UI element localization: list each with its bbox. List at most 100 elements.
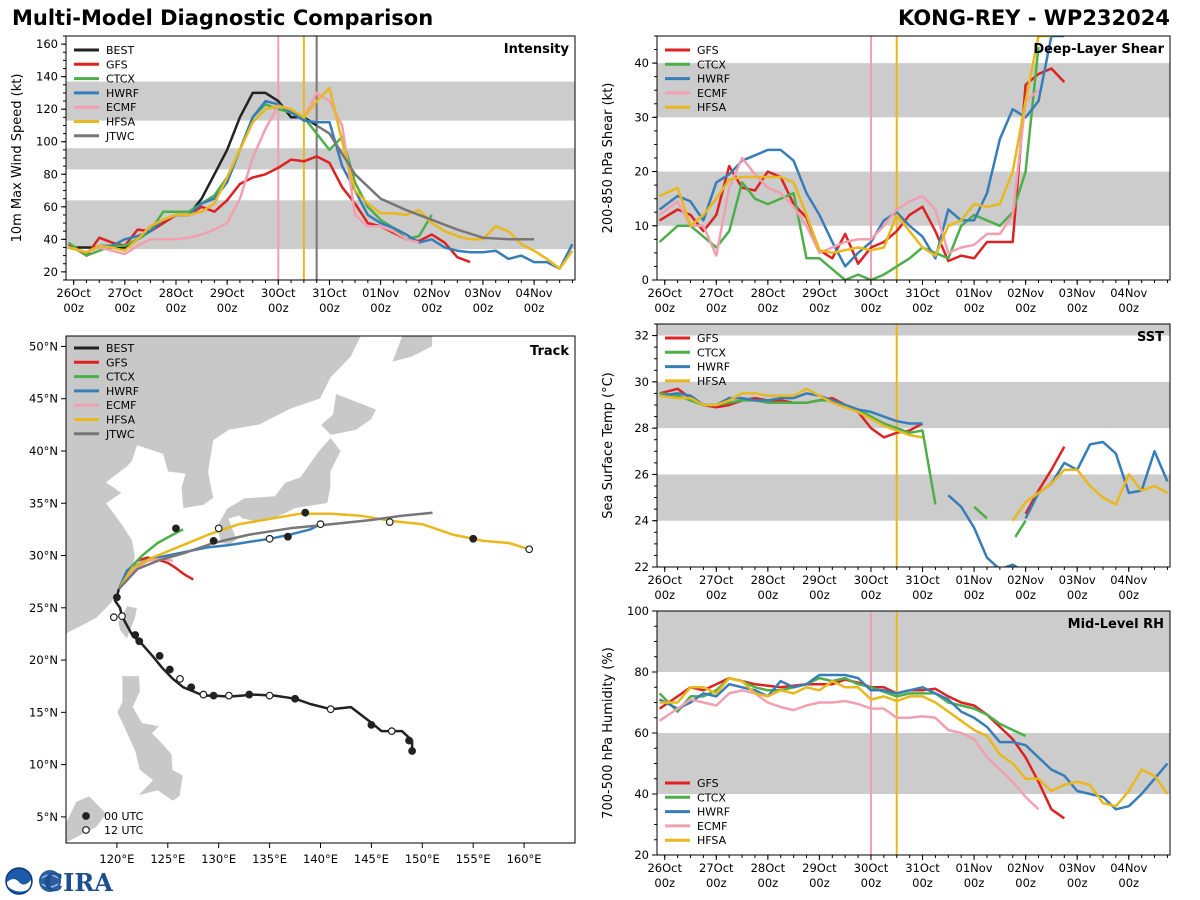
x-tick-hour: 00z (421, 301, 442, 315)
legend-label-ctcx: CTCX (106, 73, 135, 86)
x-tick-label: 03Nov (1059, 861, 1096, 875)
x-tick-hour: 00z (524, 301, 545, 315)
y-axis-label: 700-500 hPa Humidity (%) (601, 647, 616, 819)
series-hwrf (68, 99, 574, 270)
legend-label-ecmf: ECMF (106, 101, 136, 114)
legend-label-gfs: GFS (106, 356, 128, 369)
marker-00utc (165, 665, 174, 674)
x-tick-hour: 00z (1067, 876, 1088, 890)
legend-label-best: BEST (106, 44, 134, 57)
marker-00utc (408, 747, 417, 755)
logo-text: CIRA (44, 868, 113, 896)
x-tick-hour: 00z (809, 588, 830, 602)
x-tick-label: 29Oct (802, 286, 837, 300)
legend-label-ctcx: CTCX (697, 346, 726, 359)
legend-label-jtwc: JTWC (105, 428, 135, 441)
y-tick-label: 10°N (29, 758, 58, 772)
legend-label-hwrf: HWRF (697, 806, 730, 819)
panel-intensity: 2040608010012014016026Oct00z27Oct00z28Oc… (10, 35, 576, 315)
legend-label-hwrf: HWRF (697, 361, 730, 374)
y-tick-label: 0 (642, 273, 649, 287)
x-tick-hour: 00z (861, 876, 882, 890)
marker-12utc (265, 534, 274, 543)
marker-12utc (214, 524, 223, 533)
y-tick-label: 20°N (29, 653, 58, 667)
x-tick-label: 30Oct (261, 286, 296, 300)
shaded-band (657, 733, 1170, 794)
noaa-wave-icon (7, 879, 31, 892)
marker-12utc (109, 613, 118, 622)
marker-00utc (209, 536, 218, 545)
y-tick-label: 30°N (29, 549, 58, 563)
series-ctcx (1014, 520, 1027, 538)
plot-area (657, 324, 1170, 567)
x-tick-label: 31Oct (312, 286, 347, 300)
marker-00utc (112, 593, 121, 602)
x-tick-label: 27Oct (108, 286, 143, 300)
y-axis-label: Sea Surface Temp (°C) (601, 372, 616, 519)
panel-title: Track (530, 344, 569, 359)
y-tick-label: 60 (634, 726, 649, 740)
series-ctcx (973, 505, 988, 520)
x-tick-hour: 00z (217, 301, 238, 315)
legend-label-gfs: GFS (697, 777, 719, 790)
y-tick-label: 22 (634, 560, 649, 574)
x-tick-hour: 00z (1015, 301, 1036, 315)
x-tick-label: 30Oct (854, 573, 889, 587)
y-tick-label: 40°N (29, 444, 58, 458)
map-area (66, 336, 534, 843)
x-tick-hour: 00z (809, 301, 830, 315)
x-tick-label: 29Oct (210, 286, 245, 300)
x-tick-hour: 00z (114, 301, 135, 315)
x-tick-hour: 00z (654, 301, 675, 315)
shaded-band (657, 324, 1170, 336)
shaded-band (66, 200, 575, 250)
series-hfsa (68, 86, 574, 270)
legend-label-hfsa: HFSA (697, 834, 727, 847)
shaded-band (657, 381, 1170, 429)
plot-area (657, 611, 1170, 855)
x-tick-hour: 00z (1015, 588, 1036, 602)
x-tick-label: 29Oct (802, 573, 837, 587)
x-tick-hour: 00z (1118, 876, 1139, 890)
marker-00utc (172, 524, 180, 533)
y-tick-label: 10 (634, 219, 649, 233)
storm-title: KONG-REY - WP232024 (898, 6, 1170, 30)
cira-logo: CIRA (5, 867, 113, 896)
y-tick-label: 140 (36, 70, 58, 84)
x-tick-label: 04Nov (1110, 573, 1147, 587)
marker-12utc (176, 674, 184, 683)
x-tick-label: 28Oct (751, 286, 786, 300)
x-tick-hour: 00z (964, 301, 985, 315)
x-tick-label: 31Oct (905, 573, 940, 587)
y-tick-label: 26 (634, 467, 649, 481)
globe-icon (39, 870, 61, 892)
y-tick-label: 40 (43, 232, 58, 246)
x-tick-hour: 00z (1118, 301, 1139, 315)
x-tick-label: 26Oct (647, 861, 682, 875)
land-mass (216, 436, 342, 546)
x-tick-label: 145°E (354, 852, 389, 866)
x-tick-hour: 00z (654, 588, 675, 602)
marker-12utc (387, 727, 396, 736)
legend-label-ecmf: ECMF (697, 820, 727, 833)
x-tick-label: 31Oct (905, 861, 940, 875)
legend-label-jtwc: JTWC (105, 130, 135, 143)
y-tick-label: 30 (634, 110, 649, 124)
x-tick-label: 02Nov (413, 286, 450, 300)
y-tick-label: 25°N (29, 601, 58, 615)
marker-12utc (326, 705, 335, 714)
y-tick-label: 80 (43, 167, 58, 181)
legend-label-hfsa: HFSA (697, 101, 727, 114)
panel-track: 120°E 125°E 130°E 135°E 140°E 145°E 150°E 155°E… (29, 335, 576, 866)
y-axis-label: 200-850 hPa Shear (kt) (601, 83, 616, 234)
x-tick-hour: 00z (758, 301, 779, 315)
x-tick-hour: 00z (758, 588, 779, 602)
x-tick-hour: 00z (964, 588, 985, 602)
legend-label-ctcx: CTCX (697, 58, 726, 71)
series-gfs (658, 67, 1066, 265)
series-hwrf (658, 36, 1065, 268)
x-tick-hour: 00z (861, 301, 882, 315)
y-tick-label: 120 (36, 102, 58, 116)
track-best (113, 588, 414, 751)
